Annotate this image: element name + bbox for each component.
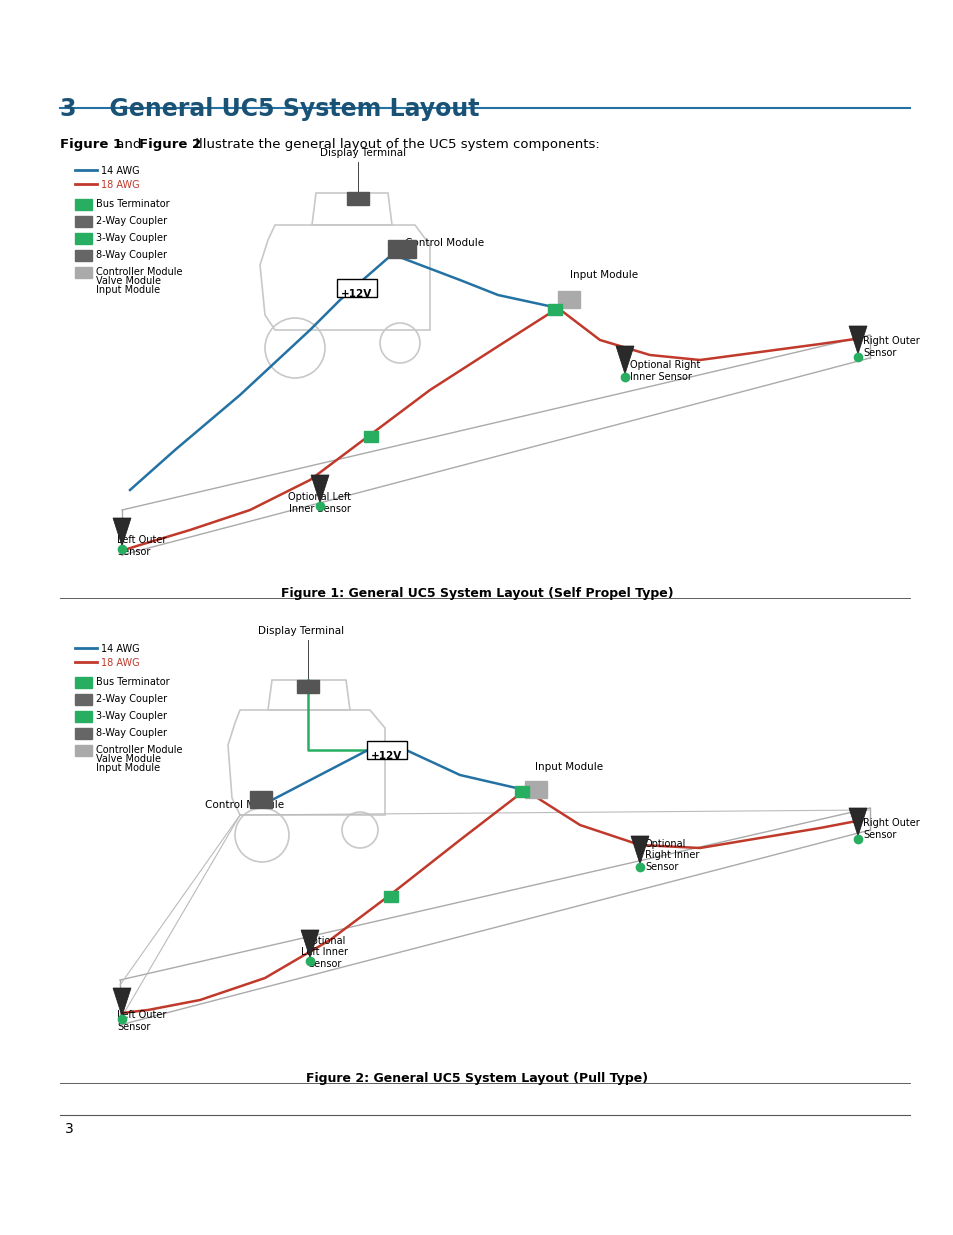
Text: 8-Way Coupler: 8-Way Coupler (96, 727, 167, 739)
Bar (75, 249, 91, 261)
Text: Valve Module: Valve Module (96, 755, 161, 764)
FancyBboxPatch shape (336, 279, 376, 296)
Polygon shape (630, 836, 648, 864)
Text: Right Outer
Sensor: Right Outer Sensor (862, 336, 919, 358)
Text: Display Terminal: Display Terminal (319, 148, 406, 158)
Bar (75, 694, 91, 705)
Polygon shape (301, 930, 318, 958)
Bar (388, 240, 416, 258)
Text: 18 AWG: 18 AWG (101, 658, 139, 668)
Text: Bus Terminator: Bus Terminator (96, 677, 170, 687)
Text: Figure 2: Figure 2 (139, 138, 201, 151)
Polygon shape (112, 517, 131, 546)
Polygon shape (112, 988, 131, 1016)
Text: illustrate the general layout of the UC5 system components:: illustrate the general layout of the UC5… (192, 138, 599, 151)
Text: Optional
Left Inner
Sensor: Optional Left Inner Sensor (301, 936, 348, 969)
Bar (296, 680, 318, 693)
Text: Input Module: Input Module (569, 270, 638, 280)
Text: 3    General UC5 System Layout: 3 General UC5 System Layout (60, 98, 479, 121)
Text: Optional Left
Inner Sensor: Optional Left Inner Sensor (288, 493, 351, 514)
Text: Figure 2: General UC5 System Layout (Pull Type): Figure 2: General UC5 System Layout (Pul… (306, 1072, 647, 1086)
Text: 3: 3 (65, 1123, 73, 1136)
Text: Input Module: Input Module (96, 285, 160, 295)
Polygon shape (616, 346, 634, 374)
Polygon shape (848, 808, 866, 836)
Bar (75, 267, 91, 278)
Text: Optional
Right Inner
Sensor: Optional Right Inner Sensor (644, 839, 699, 872)
Text: +12V: +12V (341, 289, 373, 299)
Bar (524, 781, 546, 798)
Bar (75, 711, 91, 722)
Polygon shape (848, 326, 866, 354)
Text: and: and (112, 138, 146, 151)
Text: Controller Module: Controller Module (96, 267, 182, 277)
Text: +12V: +12V (371, 751, 402, 761)
Text: Right Outer
Sensor: Right Outer Sensor (862, 819, 919, 840)
Text: 3-Way Coupler: 3-Way Coupler (96, 233, 167, 243)
FancyBboxPatch shape (367, 741, 407, 760)
Text: 2-Way Coupler: 2-Way Coupler (96, 216, 167, 226)
Bar (75, 233, 91, 245)
Text: Input Module: Input Module (96, 763, 160, 773)
Text: Valve Module: Valve Module (96, 275, 161, 287)
Text: Optional Right
Inner Sensor: Optional Right Inner Sensor (629, 361, 700, 382)
Bar (384, 890, 397, 902)
Bar (515, 785, 529, 797)
Text: Left Outer
Sensor: Left Outer Sensor (117, 1010, 166, 1032)
Text: Left Outer
Sensor: Left Outer Sensor (117, 536, 166, 557)
Text: Figure 1: Figure 1 (60, 138, 122, 151)
Text: Input Module: Input Module (535, 762, 602, 772)
Bar (75, 727, 91, 739)
Bar (250, 790, 272, 808)
Bar (547, 304, 561, 315)
Text: Bus Terminator: Bus Terminator (96, 199, 170, 209)
Text: 14 AWG: 14 AWG (101, 643, 139, 655)
Text: Control Module: Control Module (405, 238, 483, 248)
Text: 14 AWG: 14 AWG (101, 165, 139, 177)
Bar (75, 745, 91, 756)
Text: 18 AWG: 18 AWG (101, 180, 139, 190)
Text: 3-Way Coupler: 3-Way Coupler (96, 711, 167, 721)
Text: Controller Module: Controller Module (96, 745, 182, 755)
Text: 8-Way Coupler: 8-Way Coupler (96, 249, 167, 261)
Bar (75, 199, 91, 210)
Bar (364, 431, 377, 442)
Text: Display Terminal: Display Terminal (257, 626, 344, 636)
Text: 2-Way Coupler: 2-Way Coupler (96, 694, 167, 704)
Bar (75, 216, 91, 227)
Text: Figure 1: General UC5 System Layout (Self Propel Type): Figure 1: General UC5 System Layout (Sel… (280, 587, 673, 600)
Bar (347, 191, 369, 205)
Bar (75, 677, 91, 688)
Text: Control Module: Control Module (205, 800, 284, 810)
Polygon shape (311, 475, 329, 503)
Bar (558, 291, 579, 308)
